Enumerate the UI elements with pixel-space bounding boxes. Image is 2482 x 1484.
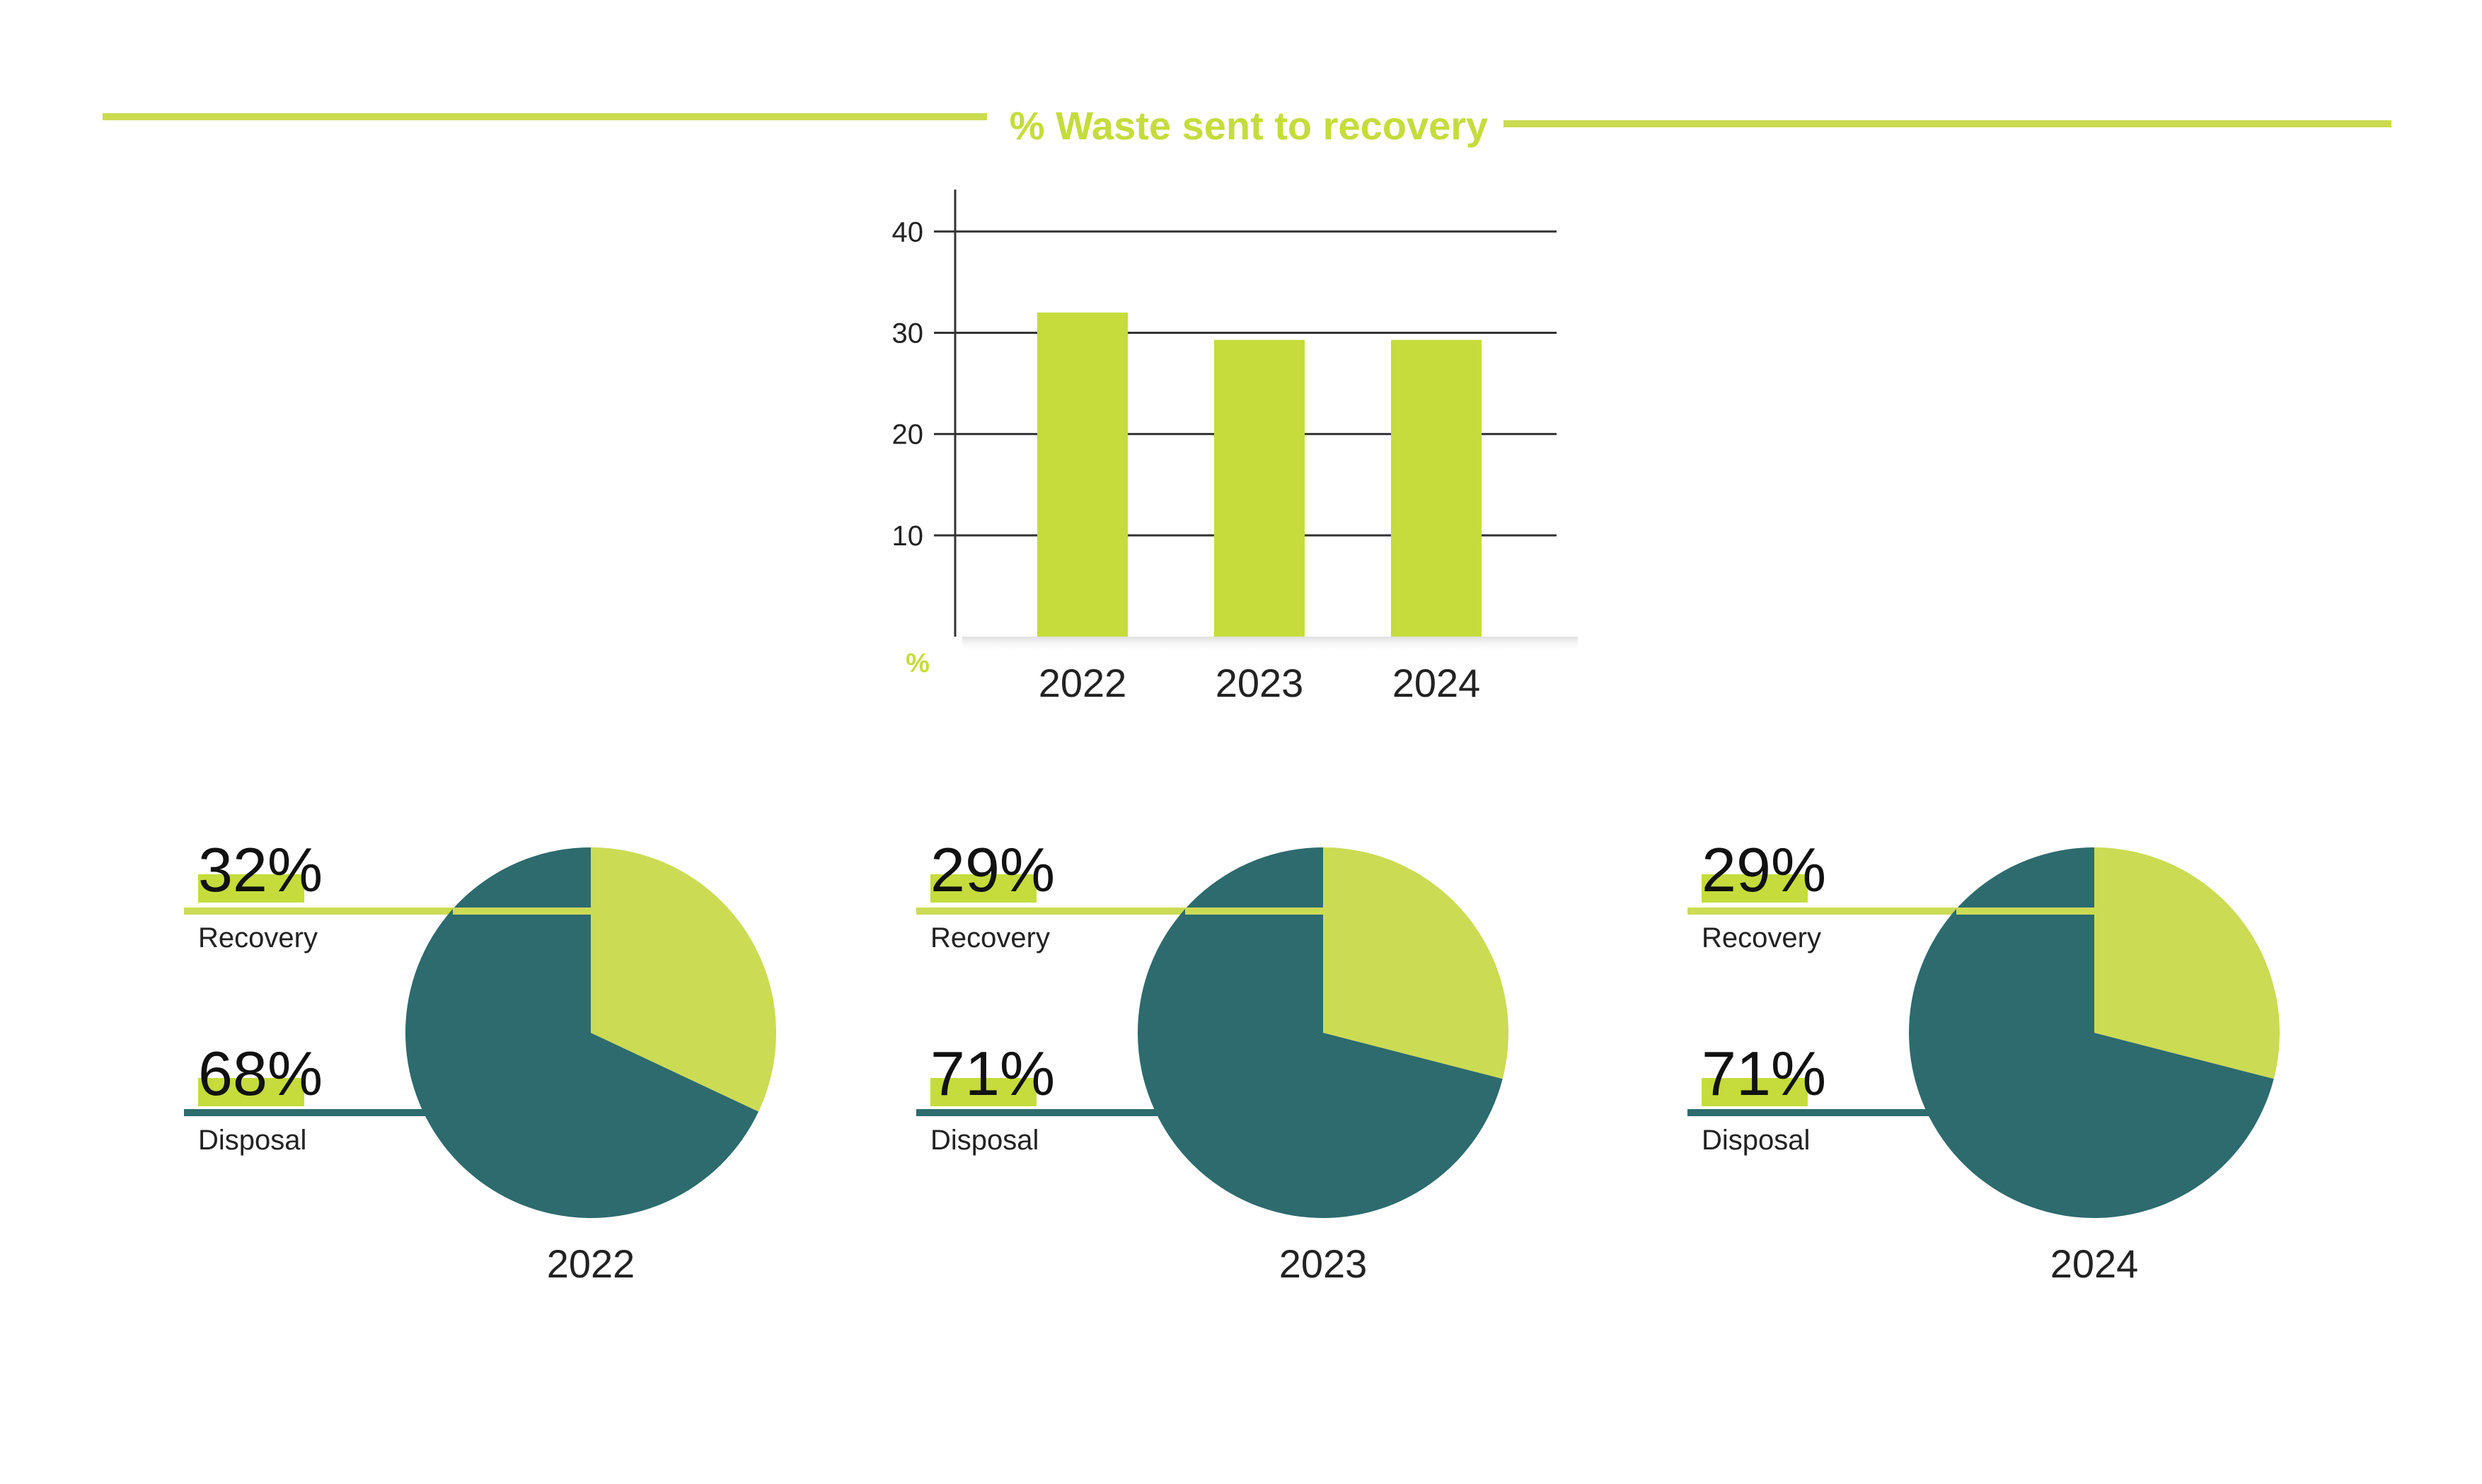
bar-2023 bbox=[1214, 340, 1305, 637]
pie-chart-2024 bbox=[1687, 847, 2280, 1218]
percent-highlight bbox=[198, 874, 304, 903]
bar-2024 bbox=[1391, 340, 1482, 637]
y-tick-label: 40 bbox=[892, 216, 924, 248]
y-tick-label: 30 bbox=[892, 318, 924, 349]
pie-slice-recovery bbox=[2094, 847, 2280, 1079]
recovery-percent: 29% bbox=[930, 835, 1056, 905]
pie-block-2024: 29% Recovery 71% Disposal 2024 bbox=[1687, 835, 2395, 1330]
pie-year-label: 2024 bbox=[2050, 1241, 2139, 1286]
bar-chart: 10 20 30 40% 2022 2023 2024 bbox=[892, 190, 1578, 705]
recovery-label: Recovery bbox=[198, 922, 318, 953]
pie-slice-disposal bbox=[1138, 847, 1503, 1218]
disposal-percent: 71% bbox=[930, 1038, 1056, 1108]
x-tick-label: 2023 bbox=[1216, 661, 1304, 705]
pie-block-2023: 29% Recovery 71% Disposal 2023 bbox=[916, 835, 1624, 1330]
disposal-label: Disposal bbox=[1702, 1125, 1811, 1156]
bar-2022 bbox=[1037, 312, 1128, 637]
pie-block-2022: 32% Recovery 68% Disposal 2022 bbox=[184, 835, 891, 1330]
pie-slice-recovery bbox=[591, 847, 776, 1112]
disposal-leader-line bbox=[916, 1109, 1185, 1116]
pie-chart-2022 bbox=[184, 847, 776, 1218]
percent-highlight bbox=[1702, 1078, 1808, 1106]
recovery-leader-line bbox=[1687, 908, 2098, 915]
disposal-label: Disposal bbox=[198, 1125, 307, 1156]
disposal-leader-line bbox=[184, 1109, 453, 1116]
disposal-percent: 68% bbox=[198, 1038, 323, 1108]
pie-slice-disposal bbox=[1909, 847, 2274, 1218]
percent-highlight bbox=[198, 1078, 304, 1106]
y-axis-label: % bbox=[906, 649, 930, 678]
title-rule-right bbox=[1503, 120, 2391, 127]
recovery-leader-overlay bbox=[1956, 908, 2098, 915]
recovery-leader-line bbox=[916, 908, 1327, 915]
floor-shadow bbox=[962, 637, 1578, 652]
recovery-percent: 32% bbox=[198, 835, 323, 905]
pie-year-label: 2023 bbox=[1278, 1241, 1368, 1286]
recovery-label: Recovery bbox=[930, 922, 1050, 953]
recovery-leader-overlay bbox=[453, 908, 594, 915]
recovery-leader-overlay bbox=[1185, 908, 1327, 915]
percent-highlight bbox=[930, 874, 1037, 903]
pie-chart-2023 bbox=[916, 847, 1508, 1218]
percent-highlight bbox=[1702, 874, 1808, 903]
disposal-label: Disposal bbox=[930, 1125, 1039, 1156]
y-tick-label: 10 bbox=[892, 521, 924, 552]
disposal-percent: 71% bbox=[1702, 1038, 1827, 1108]
recovery-label: Recovery bbox=[1702, 922, 1821, 953]
recovery-percent: 29% bbox=[1702, 835, 1827, 905]
x-tick-label: 2022 bbox=[1039, 661, 1127, 705]
recovery-leader-line bbox=[184, 908, 594, 915]
y-tick-label: 20 bbox=[892, 419, 924, 451]
pie-slice-recovery bbox=[1323, 847, 1508, 1079]
disposal-leader-line bbox=[1687, 1109, 1956, 1116]
percent-highlight bbox=[930, 1078, 1037, 1106]
chart-title: % Waste sent to recovery bbox=[1009, 103, 1489, 148]
pie-year-label: 2022 bbox=[546, 1241, 635, 1286]
pie-slice-disposal bbox=[405, 847, 759, 1218]
x-tick-label: 2024 bbox=[1392, 661, 1481, 705]
title-rule-left bbox=[103, 113, 987, 120]
